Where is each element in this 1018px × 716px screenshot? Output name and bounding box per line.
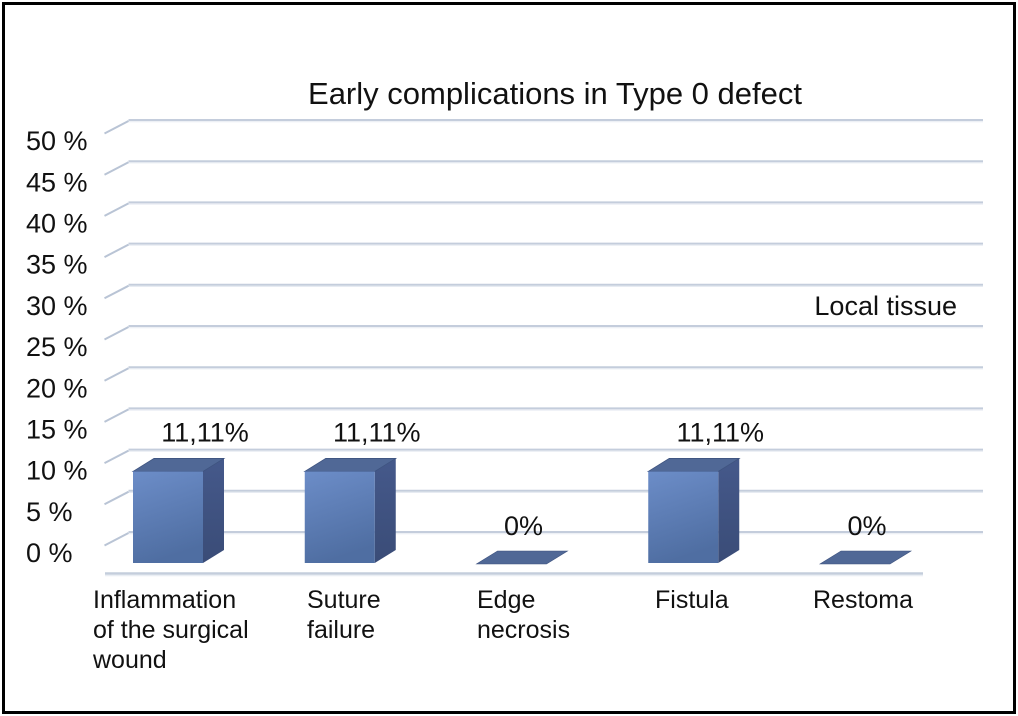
y-axis-tick-label: 5 % bbox=[26, 497, 73, 527]
bar-suture-failure-side-face bbox=[374, 458, 396, 563]
bar-fistula-front-face bbox=[648, 471, 719, 563]
gridline-side-connector bbox=[104, 284, 129, 300]
bar-inflammation-of-the-surgical-wound-side-face bbox=[203, 458, 224, 563]
x-axis-category-label: Edge necrosis bbox=[477, 586, 570, 644]
y-axis-tick-label: 45 % bbox=[26, 167, 88, 197]
gridline-side-connector bbox=[104, 120, 129, 135]
bar-restoma-flat-face bbox=[818, 550, 913, 565]
bar-suture-failure-front-face bbox=[304, 471, 375, 563]
chart-title: Early complications in Type 0 defect bbox=[308, 76, 802, 111]
gridline-side-connector bbox=[104, 449, 129, 464]
data-label: 11,11% bbox=[676, 417, 764, 447]
x-axis-category-label: Inflammation of the surgical wound bbox=[92, 586, 249, 674]
gridline-side-connector bbox=[104, 326, 129, 341]
y-axis-tick-label: 0 % bbox=[26, 538, 73, 568]
gridline-side-connector bbox=[104, 367, 129, 382]
gridline-side-connector bbox=[104, 408, 129, 423]
x-axis-category-label: Fistula bbox=[655, 586, 729, 614]
x-axis-category-label: Restoma bbox=[813, 586, 913, 614]
bar-inflammation-of-the-surgical-wound-front-face bbox=[133, 471, 203, 563]
series-label: Local tissue bbox=[814, 291, 957, 321]
y-axis-tick-label: 35 % bbox=[26, 250, 88, 280]
bar-edge-necrosis-flat-face bbox=[475, 550, 569, 565]
gridline-side-connector bbox=[104, 490, 129, 506]
data-label: 0% bbox=[847, 511, 886, 541]
y-axis-tick-label: 30 % bbox=[26, 291, 88, 321]
y-axis-tick-label: 20 % bbox=[26, 373, 88, 403]
data-label: 11,11% bbox=[161, 417, 249, 447]
y-axis-tick-label: 40 % bbox=[26, 209, 88, 239]
gridline-side-connector bbox=[104, 243, 129, 258]
gridline-side-connector bbox=[104, 532, 129, 547]
x-axis-category-label: Suture failure bbox=[307, 586, 381, 644]
data-label: 0% bbox=[504, 511, 543, 541]
y-axis-tick-label: 15 % bbox=[26, 415, 88, 445]
y-axis-tick-label: 10 % bbox=[26, 456, 88, 486]
y-axis-tick-label: 50 % bbox=[26, 126, 88, 156]
y-axis-tick-label: 25 % bbox=[26, 332, 88, 362]
data-label: 11,11% bbox=[333, 417, 421, 447]
gridline-side-connector bbox=[104, 161, 129, 176]
gridline-side-connector bbox=[104, 202, 129, 217]
bar-fistula-side-face bbox=[718, 458, 740, 563]
